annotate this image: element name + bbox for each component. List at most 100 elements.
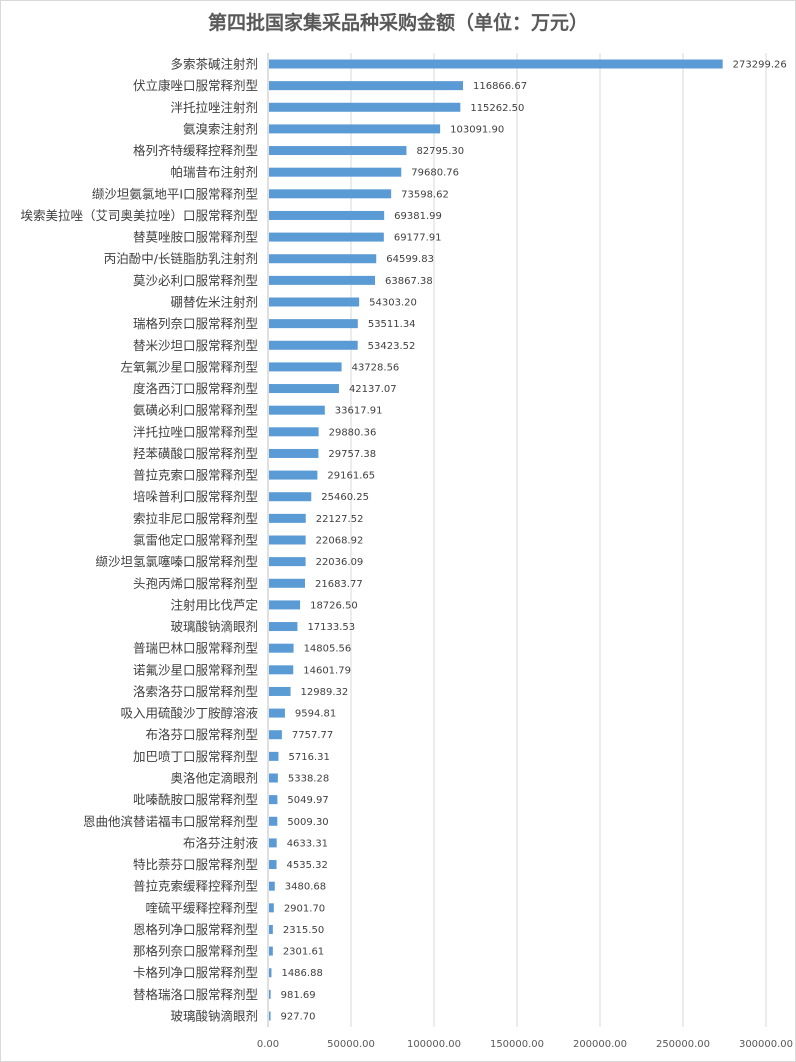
category-label: 泮托拉唑口服常释剂型 (133, 424, 258, 439)
bar (269, 557, 306, 567)
data-label: 29880.36 (329, 427, 377, 438)
category-label: 左氧氟沙星口服常释剂型 (120, 359, 258, 374)
data-label: 2901.70 (284, 903, 325, 914)
chart-title: 第四批国家集采品种采购金额（单位：万元） (207, 12, 588, 34)
x-tick-label: 200000.00 (573, 1039, 627, 1050)
data-label: 63867.38 (385, 276, 433, 287)
data-label: 79680.76 (411, 168, 459, 179)
bar (269, 492, 312, 502)
category-label: 培哚普利口服常释剂型 (133, 489, 258, 504)
data-label: 22127.52 (316, 514, 364, 525)
bar (269, 751, 279, 761)
data-label: 4633.31 (287, 838, 328, 849)
bar (269, 124, 441, 134)
data-label: 53423.52 (368, 341, 416, 352)
data-label: 927.70 (281, 1012, 316, 1023)
data-label: 273299.26 (733, 60, 787, 71)
bar (269, 686, 291, 696)
bar (269, 600, 301, 610)
bar (269, 773, 278, 783)
category-label: 泮托拉唑注射剂 (170, 100, 258, 115)
bar (269, 881, 275, 891)
x-tick-label: 100000.00 (407, 1039, 461, 1050)
category-label: 羟苯磺酸口服常释剂型 (133, 446, 258, 461)
category-label: 布洛芬注射液 (183, 835, 259, 850)
category-label: 头孢丙烯口服常释剂型 (133, 576, 258, 591)
bar (269, 860, 277, 870)
data-label: 3480.68 (285, 882, 326, 893)
bar (269, 189, 392, 199)
bar (269, 340, 358, 350)
category-label: 布洛芬口服常释剂型 (145, 727, 258, 742)
data-label: 54303.20 (369, 298, 417, 309)
category-label: 度洛西汀口服常释剂型 (133, 381, 258, 396)
bar (269, 405, 325, 415)
data-label: 33617.91 (335, 406, 383, 417)
category-label: 氯雷他定口服常释剂型 (133, 533, 258, 548)
x-tick-label: 300000.00 (739, 1039, 793, 1050)
data-label: 981.69 (281, 990, 316, 1001)
data-label: 22036.09 (316, 557, 364, 568)
data-label: 115262.50 (470, 103, 524, 114)
bar (269, 622, 298, 632)
bar (269, 146, 407, 156)
category-label: 瑞格列奈口服常释剂型 (133, 316, 258, 331)
data-label: 82795.30 (416, 146, 464, 157)
data-label: 42137.07 (349, 384, 397, 395)
bar (269, 795, 278, 805)
data-label: 2301.61 (283, 947, 324, 958)
data-label: 5338.28 (288, 774, 329, 785)
bar (269, 946, 273, 956)
category-label: 替莫唑胺口服常释剂型 (133, 230, 258, 245)
data-label: 12989.32 (301, 687, 349, 698)
bar (269, 1011, 271, 1021)
data-label: 64599.83 (386, 254, 434, 265)
data-label: 29757.38 (328, 449, 376, 460)
category-label: 丙泊酚中/长链脂肪乳注射剂 (104, 251, 258, 266)
data-label: 14805.56 (304, 644, 352, 655)
category-label: 喹硫平缓释控释剂型 (145, 900, 258, 915)
category-label: 索拉非尼口服常释剂型 (133, 511, 258, 526)
bar (269, 427, 319, 437)
bar (269, 643, 294, 653)
category-label: 特比萘芬口服常释剂型 (133, 857, 258, 872)
category-label: 注射用比伐芦定 (170, 597, 258, 612)
category-label: 缬沙坦氢氯噻嗪口服常释剂型 (95, 554, 258, 569)
bar (269, 535, 306, 545)
data-label: 7757.77 (292, 730, 333, 741)
bar (269, 448, 319, 458)
category-label: 普拉克索缓释控释剂型 (133, 879, 258, 894)
category-label: 氨磺必利口服常释剂型 (133, 403, 258, 418)
category-label: 普瑞巴林口服常释剂型 (133, 641, 258, 656)
category-label: 莫沙必利口服常释剂型 (133, 273, 258, 288)
bar (269, 513, 306, 523)
category-label: 诺氟沙星口服常释剂型 (133, 662, 258, 677)
data-label: 1486.88 (281, 968, 322, 979)
category-label: 埃索美拉唑（艾司奥美拉唑）口服常释剂型 (20, 208, 258, 223)
data-label: 5716.31 (288, 752, 329, 763)
category-label: 洛索洛芬口服常释剂型 (133, 684, 258, 699)
data-label: 53511.34 (368, 319, 416, 330)
category-label: 氨溴索注射剂 (183, 121, 258, 136)
category-label: 替米沙坦口服常释剂型 (133, 338, 258, 353)
data-label: 43728.56 (352, 362, 400, 373)
data-label: 5049.97 (287, 795, 328, 806)
data-label: 25460.25 (321, 492, 369, 503)
x-tick-label: 0.00 (257, 1039, 279, 1050)
data-label: 14601.79 (303, 665, 351, 676)
category-label: 加巴喷丁口服常释剂型 (133, 749, 258, 764)
category-label: 多索茶碱注射剂 (170, 57, 258, 72)
bar (269, 254, 377, 264)
bar (269, 924, 273, 934)
category-label: 那格列奈口服常释剂型 (133, 944, 258, 959)
category-label: 奥洛他定滴眼剂 (170, 771, 258, 786)
category-label: 玻璃酸钠滴眼剂 (170, 619, 258, 634)
bar (269, 578, 305, 588)
data-label: 29161.65 (327, 471, 375, 482)
bar (269, 210, 385, 220)
category-label: 恩格列净口服常释剂型 (133, 922, 258, 937)
bar (269, 989, 271, 999)
data-label: 18726.50 (310, 600, 358, 611)
category-label: 玻璃酸钠滴眼剂 (170, 1009, 258, 1024)
